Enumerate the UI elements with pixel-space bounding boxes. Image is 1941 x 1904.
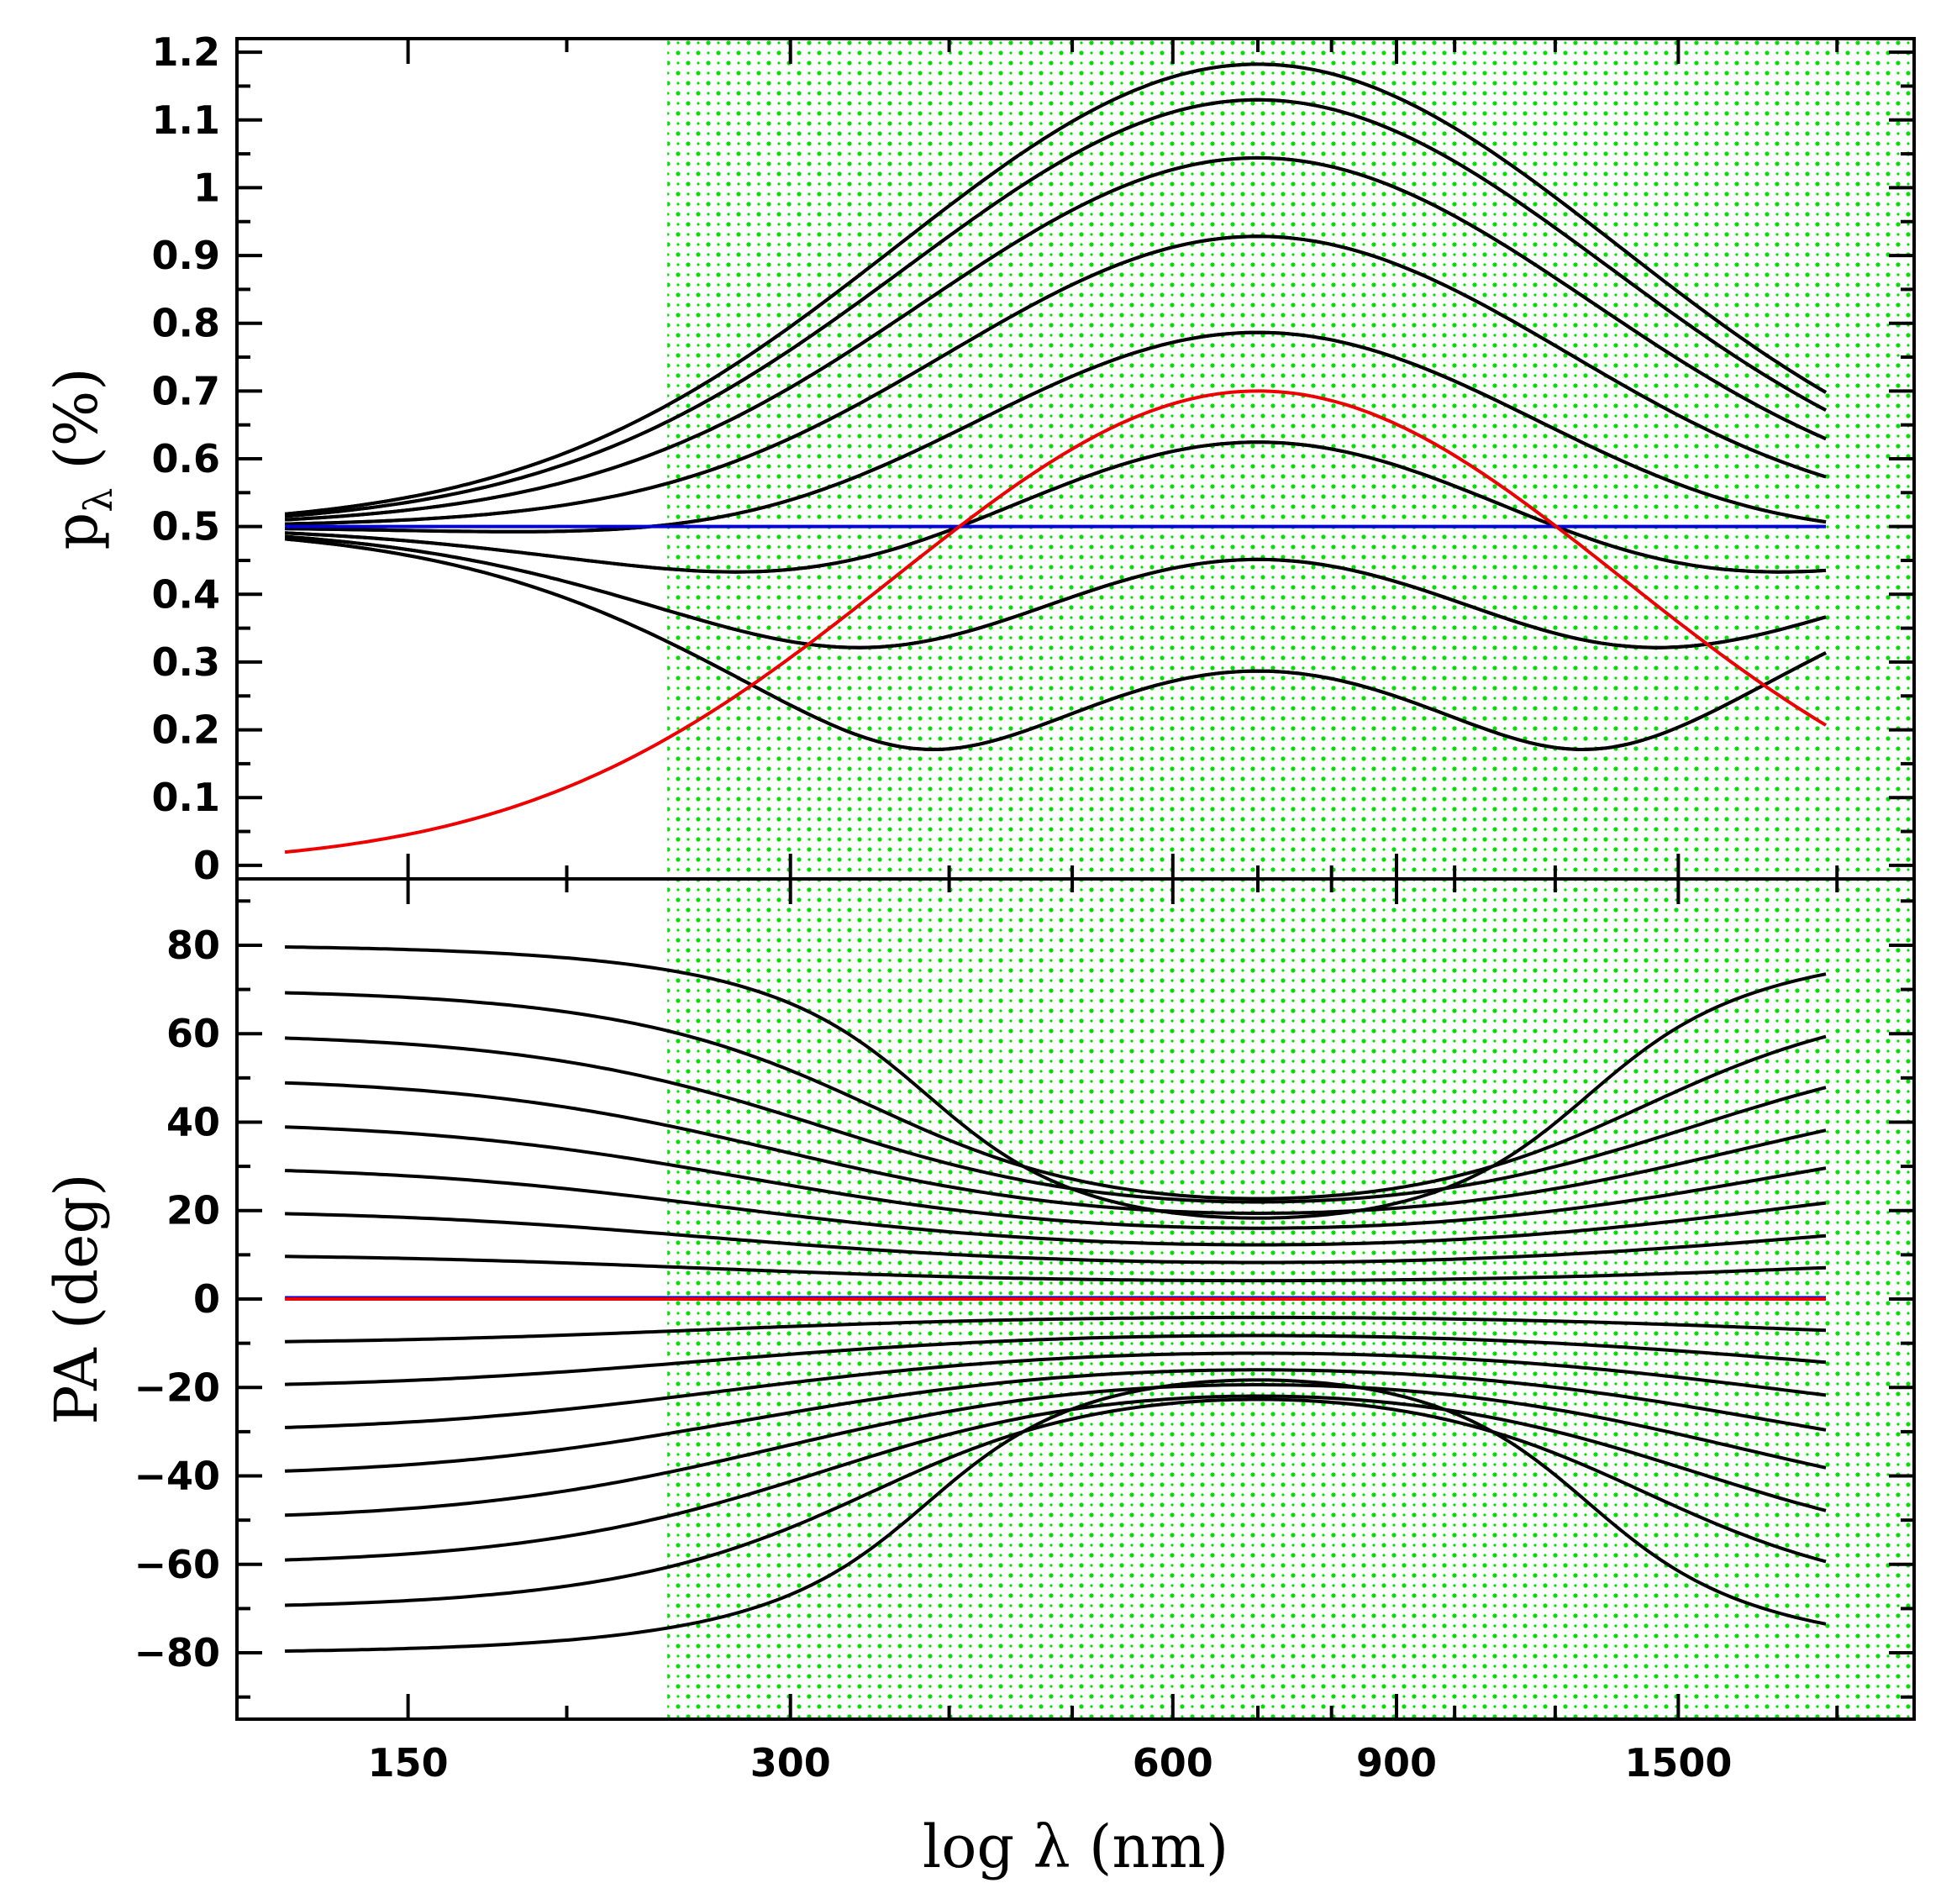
top-ytick-label: 0.5 — [152, 504, 221, 550]
pa-curve-10 — [285, 1351, 1827, 1429]
p-curve-15 — [284, 537, 1827, 752]
top-ytick-label: 0.9 — [152, 233, 221, 278]
pa-curve-14 — [285, 1397, 1827, 1607]
bottom-panel-curves — [285, 945, 1827, 1653]
top-ytick-label: 0.8 — [152, 301, 221, 346]
plot-frame — [235, 37, 1916, 1721]
p-curve-11 — [285, 234, 1827, 526]
top-ytick-label: 1.2 — [152, 29, 221, 75]
top-ytick-label: 0.6 — [152, 436, 221, 481]
pa-curve-1 — [285, 991, 1827, 1201]
top-ytick-label: 0.3 — [152, 639, 221, 685]
xtick-label: 150 — [368, 1740, 449, 1786]
p-curve-14 — [284, 534, 1827, 650]
pa-curve-0 — [285, 945, 1827, 1220]
top-panel-curves — [284, 62, 1828, 855]
bottom-ytick-label: −60 — [134, 1542, 220, 1587]
pa-curve-13 — [285, 1394, 1827, 1562]
top-y-axis-title: pλ (%) — [42, 367, 121, 550]
top-y-axis-symbol: p — [42, 513, 111, 550]
bottom-y-axis-title: PA (deg) — [42, 1173, 111, 1424]
xtick-label: 300 — [750, 1740, 831, 1786]
pa-curve-7 — [285, 1254, 1827, 1283]
bottom-ytick-label: 0 — [193, 1276, 220, 1322]
xtick-label: 1500 — [1624, 1740, 1732, 1786]
bottom-ytick-label: −80 — [134, 1630, 220, 1675]
bottom-ytick-label: −40 — [134, 1454, 220, 1499]
pa-curve-5 — [285, 1169, 1827, 1247]
top-ytick-label: 0.7 — [152, 368, 221, 413]
pa-curve-3 — [285, 1081, 1827, 1215]
bottom-ytick-label: 40 — [166, 1099, 220, 1144]
top-ytick-label: 0.1 — [152, 775, 221, 820]
x-axis-title: log λ (nm) — [923, 1812, 1228, 1881]
p-curve-9 — [284, 97, 1827, 518]
pa-curve-2 — [285, 1036, 1827, 1204]
p-curve-12 — [285, 330, 1827, 534]
top-ytick-label: 0 — [193, 843, 220, 888]
bottom-ytick-label: 80 — [166, 923, 220, 968]
p-curve-13 — [285, 440, 1827, 574]
pa-curve-4 — [285, 1125, 1827, 1230]
top-y-axis-subscript: λ — [76, 488, 121, 513]
top-ytick-label: 0.4 — [152, 571, 221, 617]
red-serkowski-curve — [284, 389, 1828, 855]
top-ytick-label: 1.1 — [152, 97, 221, 143]
p-curve-10 — [285, 155, 1827, 522]
pa-curve-9 — [285, 1333, 1827, 1386]
axis-ticks — [237, 39, 1914, 1719]
xtick-label: 900 — [1356, 1740, 1437, 1786]
bottom-ytick-label: −20 — [134, 1365, 220, 1410]
pa-curve-11 — [285, 1368, 1827, 1473]
xtick-label: 600 — [1133, 1740, 1213, 1786]
pa-curve-6 — [285, 1212, 1827, 1265]
pa-curve-12 — [285, 1383, 1827, 1517]
tick-labels: 0 0.1 0.2 0.3 0.4 0.5 0.6 0.7 0.8 0.9 1 1.1 1.2 −80 −6… — [134, 29, 1732, 1786]
bottom-ytick-label: 20 — [166, 1188, 220, 1233]
bottom-ytick-label: 60 — [166, 1011, 220, 1056]
top-ytick-label: 0.2 — [152, 707, 221, 753]
pa-curve-15 — [285, 1378, 1827, 1653]
p-curve-8 — [284, 62, 1828, 516]
top-y-axis-units: (%) — [42, 367, 111, 469]
top-ytick-label: 1 — [193, 165, 220, 210]
pa-curve-8 — [285, 1315, 1827, 1344]
